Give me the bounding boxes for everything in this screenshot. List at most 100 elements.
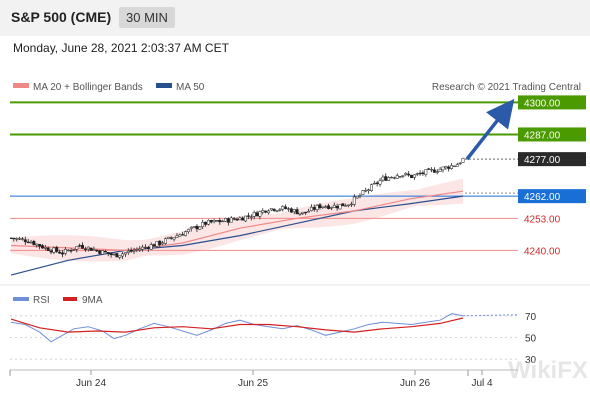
rsi-tick-label: 50	[525, 334, 537, 345]
candle-body	[198, 226, 202, 230]
candle-body	[298, 212, 302, 215]
candle	[367, 188, 371, 194]
candle-body	[63, 249, 67, 254]
candle	[384, 173, 388, 181]
candle-body	[186, 229, 190, 232]
candle	[158, 240, 162, 248]
candle-body	[121, 253, 125, 257]
forecast-arrow	[465, 98, 515, 161]
candle-body	[78, 245, 82, 247]
candle	[69, 248, 73, 254]
candle	[295, 207, 299, 215]
candle	[115, 253, 119, 258]
candle	[278, 208, 282, 212]
candle-body	[152, 244, 156, 247]
candle	[15, 237, 19, 242]
candle-body	[435, 171, 439, 173]
candle	[315, 204, 319, 213]
candle-body	[206, 220, 210, 225]
candle-body	[361, 190, 365, 195]
candle-body	[175, 235, 179, 238]
candle	[455, 162, 459, 167]
rsi-grid	[10, 315, 518, 360]
candle-body	[49, 250, 53, 253]
candle-body	[450, 165, 454, 169]
candle-body	[378, 180, 382, 185]
candle	[249, 214, 253, 221]
candle	[355, 195, 359, 199]
candle-body	[375, 182, 379, 185]
candle	[410, 174, 413, 179]
candle-body	[392, 177, 396, 179]
candle-body	[244, 215, 248, 222]
candle	[418, 170, 422, 176]
candle	[424, 169, 428, 177]
candle-body	[301, 211, 305, 214]
candle-body	[401, 175, 405, 177]
candle	[92, 246, 96, 251]
candle-body	[269, 208, 273, 211]
timestamp: Monday, June 28, 2021 2:03:37 AM CET	[13, 41, 229, 55]
candle	[149, 242, 153, 250]
timeframe-button[interactable]: 30 MIN	[119, 7, 175, 28]
candle	[235, 217, 239, 221]
candle-body	[458, 162, 462, 165]
candle	[392, 176, 396, 180]
candle	[52, 246, 56, 254]
candle-body	[55, 247, 59, 252]
candle	[61, 250, 64, 258]
candle-body	[112, 253, 116, 256]
candle-body	[427, 168, 431, 170]
rsi-ma-legend-swatch	[63, 297, 77, 301]
candle-body	[415, 173, 419, 175]
candle-body	[215, 220, 219, 222]
candle	[238, 216, 242, 221]
candle-body	[241, 217, 245, 221]
candle-body	[209, 219, 213, 223]
candle-body	[252, 212, 256, 217]
candle	[444, 165, 448, 170]
level-label-4277.00: 4277.00	[524, 155, 561, 166]
candle	[18, 236, 22, 240]
candle	[407, 171, 411, 177]
candle	[404, 172, 408, 177]
x-axis-ticks: Jun 24 Jun 25 Jun 26 Jul 4	[9, 370, 493, 389]
candle	[267, 209, 270, 215]
candle	[287, 207, 290, 212]
forecast-arrow-line	[465, 98, 515, 161]
candle	[364, 187, 368, 193]
candle-body	[69, 250, 73, 252]
level-label-4253.00: 4253.00	[524, 214, 561, 225]
candle-body	[32, 240, 36, 246]
candle	[269, 208, 273, 212]
rsi-lines	[10, 313, 518, 343]
candle-body	[355, 196, 359, 199]
candle-body	[249, 216, 253, 218]
candle	[370, 183, 373, 192]
candle	[35, 243, 39, 248]
candle-body	[135, 249, 139, 251]
candle-body	[332, 205, 336, 208]
candle-body	[189, 227, 193, 229]
level-box-4262.00	[518, 189, 586, 204]
candle-body	[20, 238, 24, 240]
candle	[381, 174, 385, 183]
candle-body	[338, 204, 342, 210]
header-bar: S&P 500 (CME) 30 MIN	[0, 0, 590, 36]
candle	[447, 165, 451, 172]
candle	[432, 167, 436, 173]
candle	[332, 202, 336, 208]
candle	[390, 176, 393, 179]
candle-body	[367, 189, 371, 191]
candle	[175, 232, 179, 238]
candle	[335, 203, 339, 211]
candle	[198, 225, 202, 230]
candle-body	[387, 177, 391, 181]
rsi-ma-line	[10, 317, 464, 333]
candle	[438, 166, 442, 172]
candle-body	[58, 251, 62, 254]
candle	[284, 204, 288, 210]
candle-body	[26, 241, 30, 244]
candle	[212, 218, 216, 224]
